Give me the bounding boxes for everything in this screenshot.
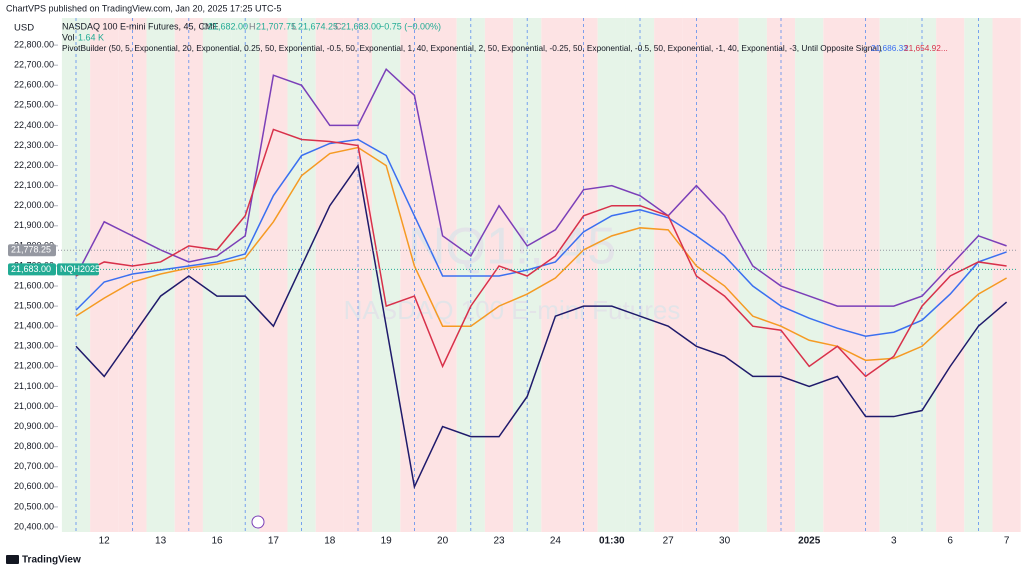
ohlc-change: −0.75 (−0.00%) <box>379 21 441 31</box>
x-tick-label: 16 <box>211 536 223 547</box>
series-line <box>75 163 1008 490</box>
x-tick-label: 2025 <box>798 536 821 547</box>
currency: USD <box>14 23 34 34</box>
session-band <box>372 18 401 532</box>
y-tick-label: 22,200.00 <box>14 160 54 170</box>
price-tag-label: 21,683.00 <box>11 264 51 274</box>
series-line <box>75 128 1007 378</box>
y-tick-label: 20,500.00 <box>14 501 54 511</box>
y-tick-label: 22,600.00 <box>14 80 54 90</box>
y-tick-label: 21,100.00 <box>14 381 54 391</box>
x-tick-label: 3 <box>891 536 897 547</box>
tv-logo <box>6 555 19 564</box>
y-tick-label: 21,000.00 <box>14 401 54 411</box>
x-tick-label: 7 <box>1004 536 1010 547</box>
x-tick-label: 30 <box>719 536 731 547</box>
contract-tag <box>57 263 99 276</box>
ohlc-key: L <box>292 21 297 31</box>
x-tick-label: 19 <box>381 536 393 547</box>
session-band <box>654 18 683 532</box>
volume-value: 1.64 K <box>78 32 104 42</box>
x-tick-label: 13 <box>155 536 167 547</box>
indicator-value: 21,686.33 <box>871 43 908 53</box>
y-tick-label: 22,000.00 <box>14 200 54 210</box>
session-band <box>118 18 147 532</box>
session-band <box>597 18 626 532</box>
x-tick-label: 20 <box>437 536 449 547</box>
y-tick-label: 21,200.00 <box>14 361 54 371</box>
y-tick-label: 20,900.00 <box>14 421 54 431</box>
y-tick-label: 21,900.00 <box>14 220 54 230</box>
y-tick-label: 20,700.00 <box>14 461 54 471</box>
x-tick-label: 27 <box>663 536 675 547</box>
volume-label: Vol <box>62 32 75 42</box>
session-band <box>879 18 908 532</box>
footer-bg <box>0 550 1024 571</box>
y-tick-label: 22,500.00 <box>14 100 54 110</box>
session-band <box>202 18 232 532</box>
y-tick-label: 22,700.00 <box>14 60 54 70</box>
series-line <box>75 146 1007 362</box>
session-band <box>231 18 260 532</box>
x-tick-label: 23 <box>493 536 505 547</box>
y-tick-label: 20,800.00 <box>14 441 54 451</box>
y-tick-label: 21,600.00 <box>14 280 54 290</box>
watermark: NQ1!, 45 <box>408 218 616 276</box>
session-band <box>795 18 824 532</box>
price-tag <box>8 244 56 257</box>
x-tick-label: 01:30 <box>599 536 625 547</box>
session-band <box>710 18 739 532</box>
ohlc-key: O <box>202 21 209 31</box>
ohlc-value: 21,682.00 <box>208 21 248 31</box>
ohlc-key: H <box>249 21 256 31</box>
y-tick-label: 22,300.00 <box>14 140 54 150</box>
ohlc-value: 21,707.75 <box>256 21 296 31</box>
ohlc-value: 21,674.25 <box>298 21 338 31</box>
published: ChartVPS published on TradingView.com, J… <box>6 3 282 13</box>
watermark-sub: NASDAQ 100 E-mini Futures <box>344 295 681 325</box>
indicator: PivotBuilder (50, 5, Exponential, 20, Ex… <box>62 43 882 53</box>
session-band <box>287 18 316 532</box>
y-tick-label: 21,400.00 <box>14 321 54 331</box>
price-tag-label: 21,778.25 <box>11 245 51 255</box>
session-band <box>484 18 514 532</box>
session-band <box>315 18 344 532</box>
y-tick-label: 22,400.00 <box>14 120 54 130</box>
x-tick-label: 17 <box>268 536 280 547</box>
y-tick-label: 21,300.00 <box>14 341 54 351</box>
y-tick-label: 22,800.00 <box>14 39 54 49</box>
session-band <box>992 18 1021 532</box>
session-band <box>541 18 570 532</box>
session-band <box>259 18 288 532</box>
session-band <box>907 18 937 532</box>
x-tick-label: 24 <box>550 536 562 547</box>
x-tick-label: 18 <box>324 536 336 547</box>
indicator-value: 21,654.92... <box>904 43 948 53</box>
session-band <box>146 18 175 532</box>
series-line <box>75 67 1007 307</box>
session-band <box>936 18 965 532</box>
y-tick-label: 21,500.00 <box>14 300 54 310</box>
contract-label: NQH2025 <box>60 264 100 274</box>
ohlc-key: C <box>335 21 342 31</box>
y-tick-label: 20,600.00 <box>14 481 54 491</box>
y-tick-label: 20,400.00 <box>14 521 54 531</box>
symbol: NASDAQ 100 E-mini Futures, 45, CME <box>62 21 219 31</box>
session-band <box>964 18 993 532</box>
x-tick-label: 6 <box>947 536 953 547</box>
x-tick-label: 12 <box>99 536 111 547</box>
session-band <box>174 18 203 532</box>
session-band <box>851 18 880 532</box>
ohlc-value: 21,683.00 <box>341 21 381 31</box>
session-band <box>625 18 655 532</box>
session-band <box>823 18 852 532</box>
y-tick-label: 22,100.00 <box>14 180 54 190</box>
session-band <box>343 18 373 532</box>
footer-brand: TradingView <box>22 555 81 566</box>
replay-icon[interactable] <box>251 515 265 529</box>
session-band <box>766 18 796 532</box>
price-tag <box>8 263 56 276</box>
